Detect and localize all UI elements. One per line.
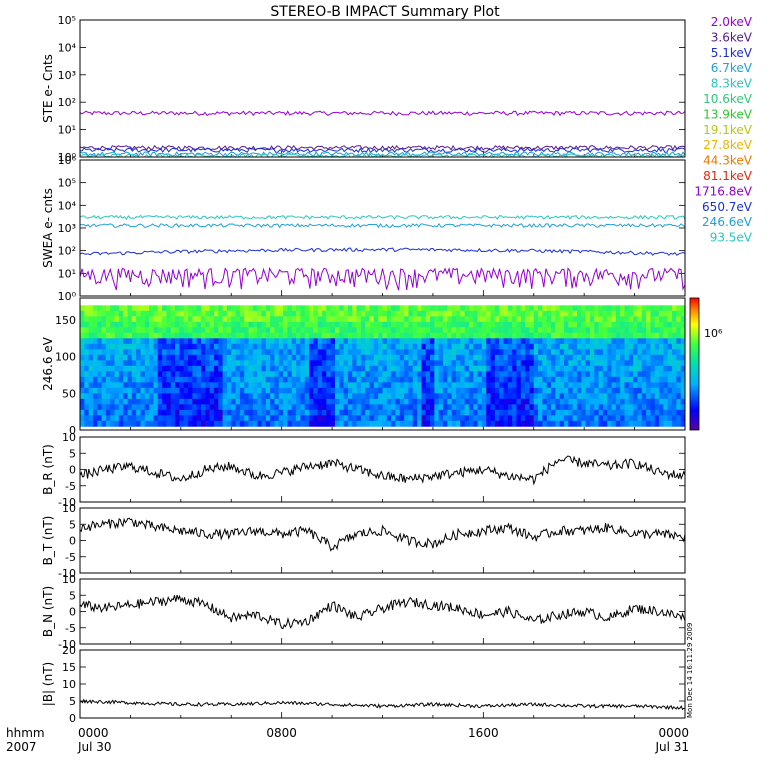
- ytick-label: 10²: [58, 96, 76, 109]
- ylabel-swea: SWEA e- cnts: [41, 188, 55, 268]
- legend-44.3keV: 44.3keV: [703, 154, 753, 168]
- legend-27.8keV: 27.8keV: [703, 138, 753, 152]
- frame-br: [79, 436, 686, 503]
- ytick-label: -10: [58, 638, 76, 651]
- series-650.7eV: [79, 247, 686, 256]
- ytick-label: 5: [69, 589, 76, 602]
- series-bt: [79, 517, 686, 552]
- ytick-label: 10: [62, 573, 76, 586]
- series-246.6eV: [79, 222, 686, 229]
- ylabel-bt: B_T (nT): [41, 516, 55, 566]
- panel-br: B_R (nT)-10 -5 0 5 10: [41, 431, 686, 509]
- frame-bmag: [79, 649, 686, 719]
- legend-5.1keV: 5.1keV: [711, 46, 753, 60]
- panel-bn: B_N (nT)-10 -5 0 5 10: [41, 573, 686, 651]
- ytick-label: 10³: [58, 222, 76, 235]
- legend-13.9keV: 13.9keV: [703, 107, 753, 121]
- series-1716.8eV: [79, 266, 686, 291]
- ytick-label: 0: [69, 712, 76, 725]
- ytick-label: -10: [58, 567, 76, 580]
- series-8.3keV: [79, 152, 686, 158]
- xtick-time: 0000: [658, 726, 689, 740]
- panel-ste: STE e- Cnts 10⁰ 10¹ 10² 10³ 10⁴ 10⁵: [41, 14, 686, 164]
- legend-8.3keV: 8.3keV: [711, 77, 753, 91]
- legend-81.1keV: 81.1keV: [703, 169, 753, 183]
- ylabel-ste: STE e- Cnts: [41, 54, 55, 123]
- xaxis-row2-label: 2007: [6, 740, 37, 754]
- ytick-label: 10⁰: [58, 151, 77, 164]
- ylabel-br: B_R (nT): [41, 444, 55, 495]
- ytick-label: 15: [62, 661, 76, 674]
- legend-1716.8eV: 1716.8eV: [694, 184, 752, 198]
- legend-19.1keV: 19.1keV: [703, 123, 753, 137]
- ytick-label: 100: [55, 351, 76, 364]
- ylabel-pad: 246.6 eV: [41, 336, 55, 391]
- legend-10.6keV: 10.6keV: [703, 92, 753, 106]
- xtick-date: Jul 31: [654, 740, 689, 754]
- plot-title: STEREO-B IMPACT Summary Plot: [270, 4, 500, 20]
- panel-swea: SWEA e- cnts 10⁰ 10¹ 10² 10³ 10⁴ 10⁵ 10⁶: [41, 154, 686, 303]
- ytick-label: 10⁶: [58, 154, 77, 167]
- ytick-label: -5: [65, 551, 76, 564]
- series-br: [79, 455, 686, 486]
- series-5.1keV: [79, 147, 686, 154]
- xaxis-row1-label: hhmm: [6, 726, 45, 740]
- frame-pad: [79, 297, 686, 431]
- ytick-label: 10⁵: [58, 177, 76, 190]
- ylabel-bn: B_N (nT): [41, 586, 55, 637]
- xtick-time: 1600: [468, 726, 499, 740]
- legend-6.7keV: 6.7keV: [711, 61, 753, 75]
- legend-650.7eV: 650.7eV: [702, 200, 753, 214]
- ytick-label: 5: [69, 518, 76, 531]
- ytick-label: 10: [62, 431, 76, 444]
- xtick-time: 0800: [266, 726, 297, 740]
- frame-bt: [79, 507, 686, 574]
- legend-246.6eV: 246.6eV: [702, 215, 753, 229]
- side-timestamp: Mon Dec 14 16:11:29 2009: [686, 623, 694, 718]
- legend-3.6keV: 3.6keV: [711, 30, 753, 44]
- ytick-label: 10⁵: [58, 14, 76, 27]
- heatmap-cells: [80, 305, 686, 427]
- ytick-label: -10: [58, 496, 76, 509]
- frame-ste: [79, 19, 686, 158]
- ytick-label: 10: [62, 502, 76, 515]
- series-bmag: [79, 698, 686, 711]
- ytick-label: 10¹: [58, 124, 76, 137]
- ytick-label: 0: [69, 535, 76, 548]
- xtick-date: Jul 30: [77, 740, 112, 754]
- ytick-label: -5: [65, 622, 76, 635]
- ytick-label: 10⁴: [58, 199, 77, 212]
- ytick-label: 10¹: [58, 267, 76, 280]
- ylabel-bmag: |B| (nT): [41, 662, 55, 706]
- ytick-label: 150: [55, 314, 76, 327]
- ytick-label: 20: [62, 644, 76, 657]
- xtick-time: 0000: [78, 726, 109, 740]
- ytick-label: -5: [65, 480, 76, 493]
- frame-bn: [79, 578, 686, 645]
- frame-swea: [79, 159, 686, 297]
- series-bn: [79, 594, 686, 630]
- ytick-label: 10⁰: [58, 290, 77, 303]
- legend-2.0keV: 2.0keV: [711, 15, 753, 29]
- series-2.0keV: [79, 110, 686, 117]
- ytick-label: 5: [69, 695, 76, 708]
- ytick-label: 50: [62, 387, 76, 400]
- ytick-label: 0: [69, 606, 76, 619]
- panel-bt: B_T (nT)-10 -5 0 5 10: [41, 502, 686, 580]
- ytick-label: 10³: [58, 69, 76, 82]
- series-3.6keV: [79, 144, 686, 151]
- ytick-label: 10²: [58, 245, 76, 258]
- panel-pad: 246.6 eV 0 50 100 150: [41, 297, 686, 437]
- colorbar: [689, 297, 700, 431]
- series-93.5eV: [79, 214, 686, 220]
- ytick-label: 0: [69, 464, 76, 477]
- ytick-label: 10: [62, 678, 76, 691]
- colorbar-label: 10⁶: [704, 327, 723, 340]
- ytick-label: 0: [69, 424, 76, 437]
- panel-bmag: |B| (nT) 0 5 10 15 20: [41, 644, 686, 725]
- ytick-label: 5: [69, 447, 76, 460]
- legend-93.5eV: 93.5eV: [710, 231, 753, 245]
- ytick-label: 10⁴: [58, 41, 77, 54]
